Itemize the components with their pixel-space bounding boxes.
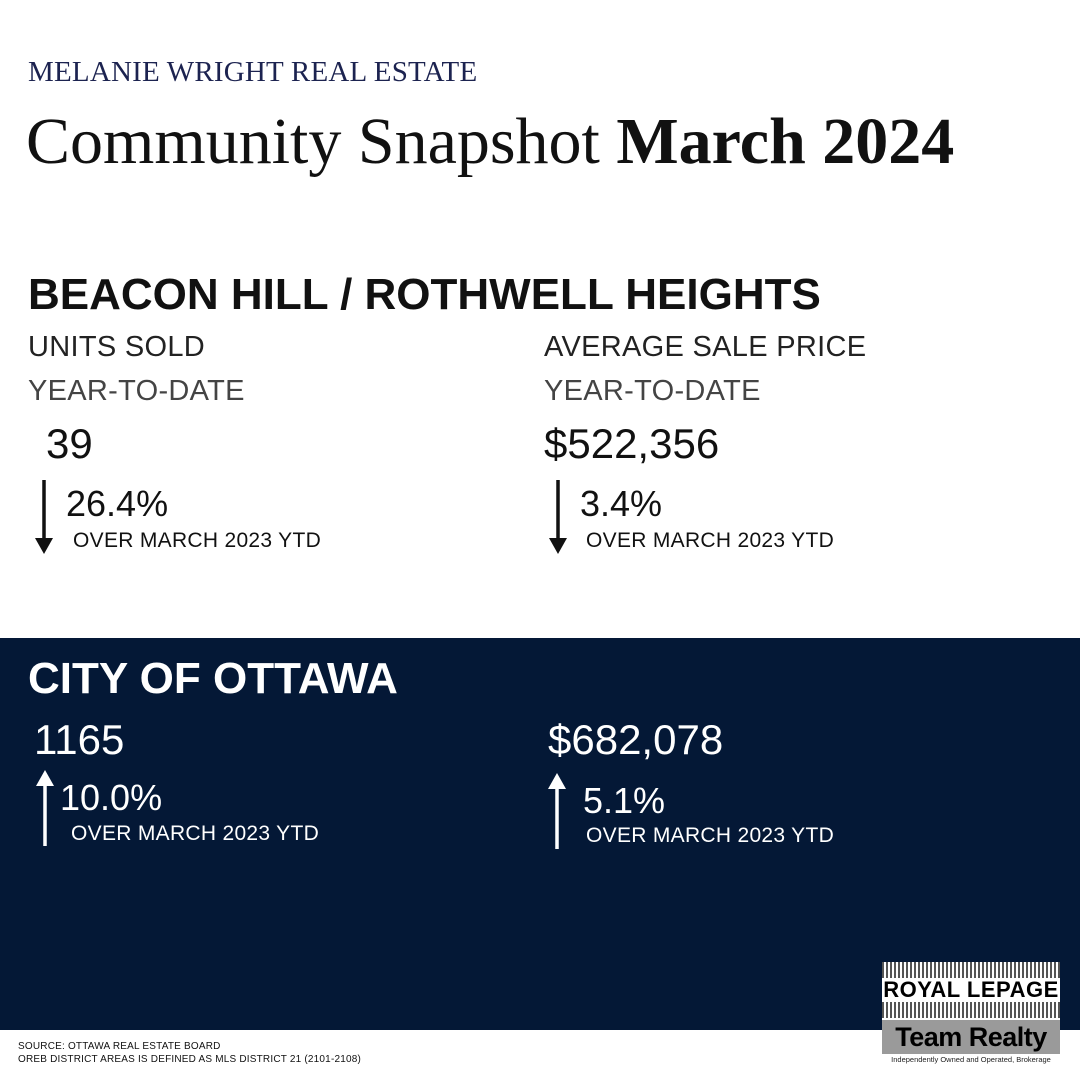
title-light: Community Snapshot (26, 105, 617, 178)
units-sold-note: OVER MARCH 2023 YTD (73, 529, 322, 552)
source-line-1: SOURCE: OTTAWA REAL ESTATE BOARD (18, 1041, 221, 1052)
units-sold-change: 26.4% (66, 483, 169, 524)
logo-line-2: Team Realty (882, 1020, 1060, 1054)
source-note: SOURCE: OTTAWA REAL ESTATE BOARD OREB DI… (18, 1040, 361, 1066)
units-sold-label: UNITS SOLD (28, 331, 206, 363)
units-sold-value: 39 (46, 420, 93, 467)
city-units-change: 10.0% (60, 777, 163, 818)
city-price-change: 5.1% (583, 780, 666, 821)
city-price-value: $682,078 (548, 716, 724, 763)
city-price-note: OVER MARCH 2023 YTD (586, 824, 835, 847)
city-section-title: CITY OF OTTAWA (28, 654, 398, 703)
avg-price-change: 3.4% (580, 483, 663, 524)
logo-stripes (882, 962, 1060, 978)
brand-name: MELANIE WRIGHT REAL ESTATE (28, 56, 478, 88)
avg-price-value: $522,356 (544, 420, 720, 467)
down-arrow-icon (35, 480, 53, 554)
city-units-value: 1165 (34, 716, 125, 763)
royal-lepage-logo: ROYAL LEPAGE Team Realty Independently O… (882, 962, 1060, 1072)
city-band: CITY OF OTTAWA 1165 10.0% OVER MARCH 202… (0, 638, 1080, 1030)
avg-price-sublabel: YEAR-TO-DATE (544, 375, 761, 407)
down-arrow-icon (549, 480, 567, 554)
logo-tagline: Independently Owned and Operated, Broker… (891, 1055, 1051, 1064)
source-line-2: OREB DISTRICT AREAS IS DEFINED AS MLS DI… (18, 1054, 362, 1065)
avg-price-note: OVER MARCH 2023 YTD (586, 529, 835, 552)
units-sold-sublabel: YEAR-TO-DATE (28, 375, 245, 407)
logo-line-1: ROYAL LEPAGE (883, 977, 1059, 1002)
title-bold: March 2024 (616, 105, 955, 178)
page-title: Community Snapshot March 2024 (26, 105, 955, 179)
avg-price-label: AVERAGE SALE PRICE (544, 331, 867, 363)
logo-stripes (882, 1002, 1060, 1018)
up-arrow-icon (36, 770, 54, 846)
local-section-title: BEACON HILL / ROTHWELL HEIGHTS (28, 270, 821, 319)
up-arrow-icon (548, 773, 566, 849)
city-units-note: OVER MARCH 2023 YTD (71, 822, 320, 845)
